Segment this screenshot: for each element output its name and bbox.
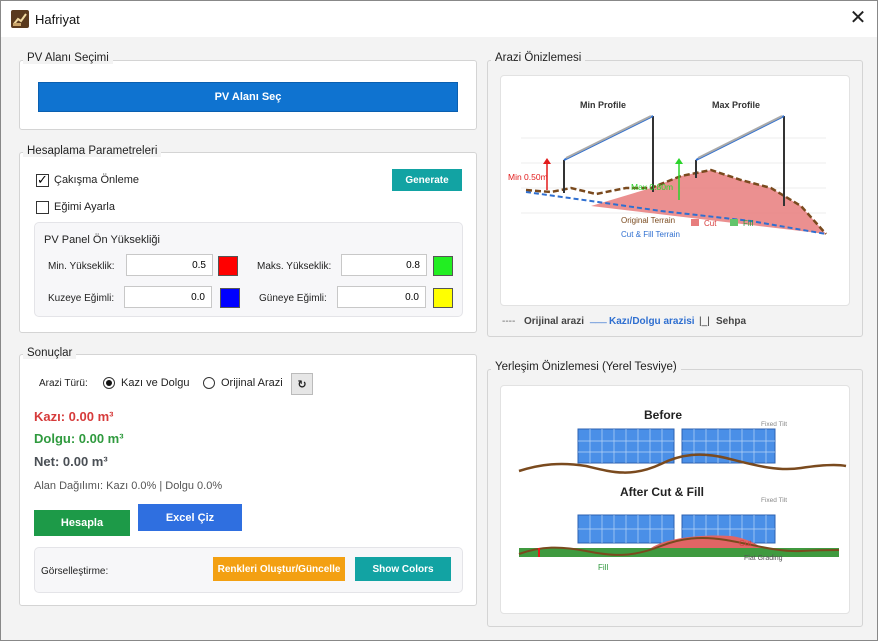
original-terrain-radio[interactable] [203,377,215,389]
close-button[interactable]: ✕ [849,7,867,29]
slope-checkbox[interactable] [36,201,49,214]
layout-fill-label: Fill [598,563,608,572]
show-colors-button[interactable]: Show Colors [355,557,451,581]
panel-height-group-label: PV Panel Ön Yüksekliği [44,234,160,246]
cut-annotation: Cut [704,219,717,228]
refresh-icon: ↻ [297,378,307,391]
fill-marker [730,219,738,226]
generate-button[interactable]: Generate [392,169,462,191]
legend-cutfill-marker: ___ [590,313,607,324]
refresh-button[interactable]: ↻ [291,373,313,395]
select-pv-area-button[interactable]: PV Alanı Seç [38,82,458,112]
north-tilt-input[interactable] [124,286,212,308]
calculate-button[interactable]: Hesapla [34,510,130,536]
layout-cut-label: Cut [739,539,752,548]
flat-grading-label: Flat Grading [744,555,783,562]
legend-original-marker: ---- [502,316,516,327]
south-tilt-input[interactable] [337,286,426,308]
before-title: Before [644,408,682,422]
visualization-label: Görselleştirme: [41,566,109,577]
terrain-type-label: Arazi Türü: [39,378,88,389]
terrain-preview-group-label: Arazi Önizlemesi [491,52,586,64]
cut-fill-terrain-annotation: Cut & Fill Terrain [621,230,680,239]
max-height-annotation: Max 0.80m [631,182,673,192]
max-height-input[interactable] [341,254,427,276]
legend-original: Orijinal arazi [524,316,585,327]
collision-label: Çakışma Önleme [54,174,139,186]
area-distribution: Alan Dağılımı: Kazı 0.0% | Dolgu 0.0% [34,480,223,492]
fill-volume: Dolgu: 0.00 m³ [34,431,124,446]
layout-preview-group-label: Yerleşim Önizlemesi (Yerel Tesviye) [491,361,681,373]
max-height-label: Maks. Yükseklik: [257,261,332,272]
params-group-label: Hesaplama Parametreleri [23,145,162,157]
excavator-icon [11,10,29,28]
min-height-label: Min. Yükseklik: [48,261,115,272]
pv-area-group-label: PV Alanı Seçimi [23,52,113,64]
legend-stand-marker: |_| [699,316,710,327]
window-title: Hafriyat [35,12,80,27]
create-colors-button[interactable]: Renkleri Oluştur/Güncelle [213,557,345,581]
max-height-color-swatch[interactable] [433,256,453,276]
fixed-tilt-label-2: Fixed Tilt [761,497,787,504]
title-bar: Hafriyat ✕ [1,1,877,37]
cut-volume: Kazı: 0.00 m³ [34,409,114,424]
cut-marker [691,219,699,226]
min-height-color-swatch[interactable] [218,256,238,276]
min-height-input[interactable] [126,254,213,276]
north-tilt-color-swatch[interactable] [220,288,240,308]
south-tilt-color-swatch[interactable] [433,288,453,308]
fill-annotation: Fill [743,219,753,228]
min-height-annotation: Min 0.50m [508,172,548,182]
excel-draw-button[interactable]: Excel Çiz [138,504,242,531]
original-terrain-radio-label: Orijinal Arazi [221,377,283,389]
net-volume: Net: 0.00 m³ [34,454,108,469]
results-group-label: Sonuçlar [23,347,77,359]
slope-label: Eğimi Ayarla [54,201,115,213]
before-panels [577,428,776,464]
legend-stand: Sehpa [716,316,747,327]
terrain-profile-drawing: Min Profile Max Profile Min 0.50m Max 0.… [508,100,827,239]
terrain-preview-canvas: Min Profile Max Profile Min 0.50m Max 0.… [500,75,850,306]
layout-drawing: Before Fixed Tilt After Cut & Fill Fixed… [518,408,847,572]
after-title: After Cut & Fill [620,485,704,499]
collision-checkbox[interactable] [36,172,49,188]
min-profile-label: Min Profile [580,100,626,110]
cut-fill-radio-label: Kazı ve Dolgu [121,377,190,389]
legend-cutfill: Kazı/Dolgu arazisi [609,316,695,327]
layout-preview-canvas: Before Fixed Tilt After Cut & Fill Fixed… [500,385,850,614]
north-tilt-label: Kuzeye Eğimli: [48,293,115,304]
cut-fill-radio[interactable] [103,377,115,389]
fixed-tilt-label-1: Fixed Tilt [761,421,787,428]
original-terrain-annotation: Original Terrain [621,216,675,225]
south-tilt-label: Güneye Eğimli: [259,293,327,304]
max-profile-label: Max Profile [712,100,760,110]
